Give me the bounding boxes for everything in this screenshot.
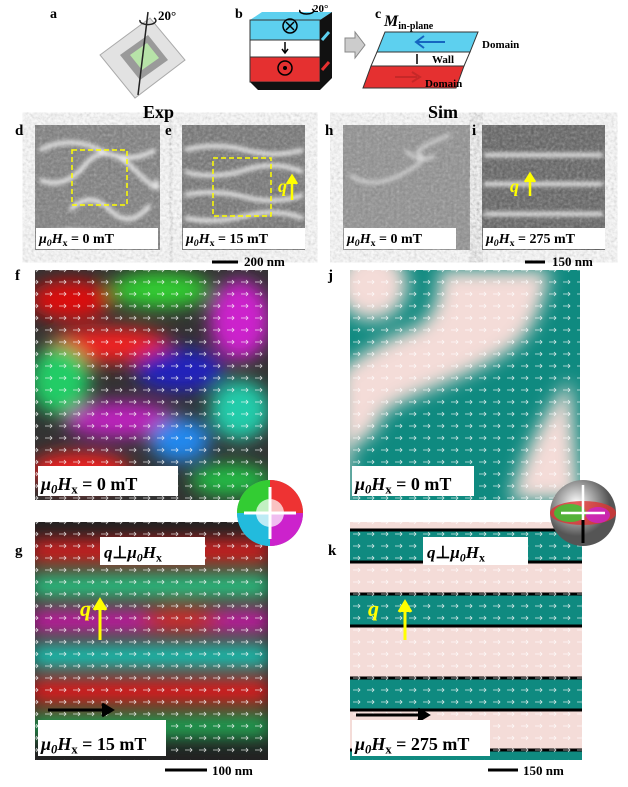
field-value: = 0 mT: [68, 232, 115, 247]
panel-letter: f: [15, 268, 21, 284]
field-label: μ0Hx = 275 mT: [485, 232, 576, 249]
schematic-a: [100, 12, 185, 98]
schematic-b: [250, 9, 365, 90]
column-header: Sim: [428, 102, 458, 122]
color-wheel: [237, 480, 303, 546]
field-value: = 275 mT: [515, 232, 576, 247]
panel-letter: c: [375, 7, 381, 22]
scale-bar-label: 200 nm: [244, 254, 285, 269]
symbol: H: [142, 543, 157, 562]
symbol: μ: [449, 543, 459, 562]
symbol: μ: [40, 734, 51, 754]
wavevector-label: q: [368, 596, 379, 621]
panel-letter: j: [327, 268, 333, 284]
symbol: μ: [485, 232, 494, 247]
image-j: [337, 250, 580, 500]
symbol: H: [370, 474, 386, 494]
angle-label: 20°: [158, 8, 176, 23]
perp-symbol: ⊥: [436, 543, 451, 562]
symbol: μ: [346, 232, 355, 247]
field-label: μ0Hx = 275 mT: [354, 734, 469, 757]
symbol: μ: [40, 474, 51, 494]
image-f: [30, 270, 270, 500]
subscript: x: [479, 550, 485, 564]
scale-bar-label: 150 nm: [523, 763, 564, 778]
figure: a 20° b 20° cMin-plane Domain Wall Domain Exp Sim…: [0, 0, 628, 782]
panel-letter: i: [472, 123, 476, 139]
wavevector-label: q: [80, 596, 91, 621]
panel-letter: b: [235, 7, 243, 22]
field-label: q⊥μ0Hx: [104, 543, 162, 564]
page: a 20° b 20° cMin-plane Domain Wall Domain Exp Sim…: [0, 0, 628, 787]
panel-letter: h: [325, 123, 334, 139]
symbol: H: [370, 734, 386, 754]
panel-letter: g: [15, 543, 23, 559]
subscript: x: [156, 550, 162, 564]
symbol: μ: [354, 474, 365, 494]
subscript: in-plane: [398, 21, 434, 32]
color-sphere: [550, 480, 616, 546]
column-header: Exp: [143, 102, 174, 122]
panel-letter: e: [165, 123, 172, 139]
field-value: = 15 mT: [78, 734, 147, 754]
symbol: μ: [38, 232, 47, 247]
field-label: q⊥μ0Hx: [427, 543, 485, 564]
field-value: = 275 mT: [392, 734, 470, 754]
perp-symbol: ⊥: [113, 543, 128, 562]
scale-bar-label: 100 nm: [212, 763, 253, 778]
field-value: = 0 mT: [376, 232, 423, 247]
symbol: H: [465, 543, 480, 562]
wavevector-label: q: [278, 176, 287, 196]
layer-label: Wall: [432, 54, 454, 66]
panel-letter: d: [15, 123, 24, 139]
panel-letter: k: [328, 543, 337, 559]
field-value: = 0 mT: [78, 474, 138, 494]
symbol: μ: [354, 734, 365, 754]
symbol: H: [56, 474, 72, 494]
scale-bar-label: 150 nm: [552, 254, 593, 269]
symbol: M: [383, 13, 399, 30]
wavevector-label: q: [510, 176, 519, 196]
layer-label: Domain: [482, 39, 519, 51]
magnetization-label: Min-plane: [383, 13, 434, 32]
symbol: μ: [126, 543, 136, 562]
layer-label: Domain: [425, 78, 462, 90]
symbol: H: [56, 734, 72, 754]
field-value: = 15 mT: [215, 232, 269, 247]
panel-letter: a: [50, 7, 57, 22]
field-value: = 0 mT: [392, 474, 452, 494]
symbol: μ: [185, 232, 194, 247]
angle-label: 20°: [313, 3, 328, 15]
